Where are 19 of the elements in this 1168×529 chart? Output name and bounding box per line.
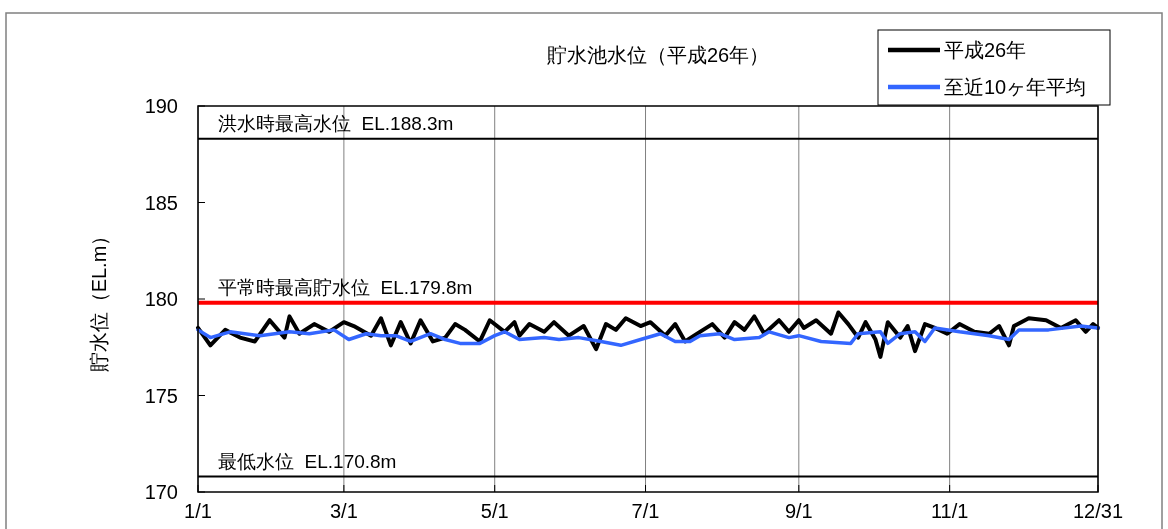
ref-line-label: 最低水位 EL.170.8m [218, 450, 397, 472]
y-tick-label: 175 [144, 384, 178, 407]
x-tick-label: 3/1 [329, 500, 358, 522]
y-tick-label: 190 [144, 95, 178, 117]
y-tick-label: 170 [144, 481, 178, 503]
x-tick-label: 1/1 [184, 500, 212, 522]
y-tick-label: 185 [144, 191, 178, 214]
ref-line-label: 平常時最高貯水位 EL.179.8m [218, 276, 473, 298]
legend-label: 平成26年 [944, 39, 1027, 61]
ref-line-label: 洪水時最高水位 EL.188.3m [218, 112, 454, 134]
x-tick-label: 7/1 [631, 500, 660, 522]
legend-label: 至近10ヶ年平均 [944, 76, 1087, 98]
x-tick-label: 11/1 [930, 500, 969, 522]
chart-title: 貯水池水位（平成26年） [546, 44, 770, 66]
x-tick-label: 9/1 [784, 500, 813, 522]
y-axis-title: 貯水位（EL.m） [88, 225, 110, 373]
x-tick-label: 5/1 [480, 500, 509, 522]
x-tick-label: 12/31 [1072, 500, 1124, 522]
y-tick-label: 180 [144, 288, 178, 310]
